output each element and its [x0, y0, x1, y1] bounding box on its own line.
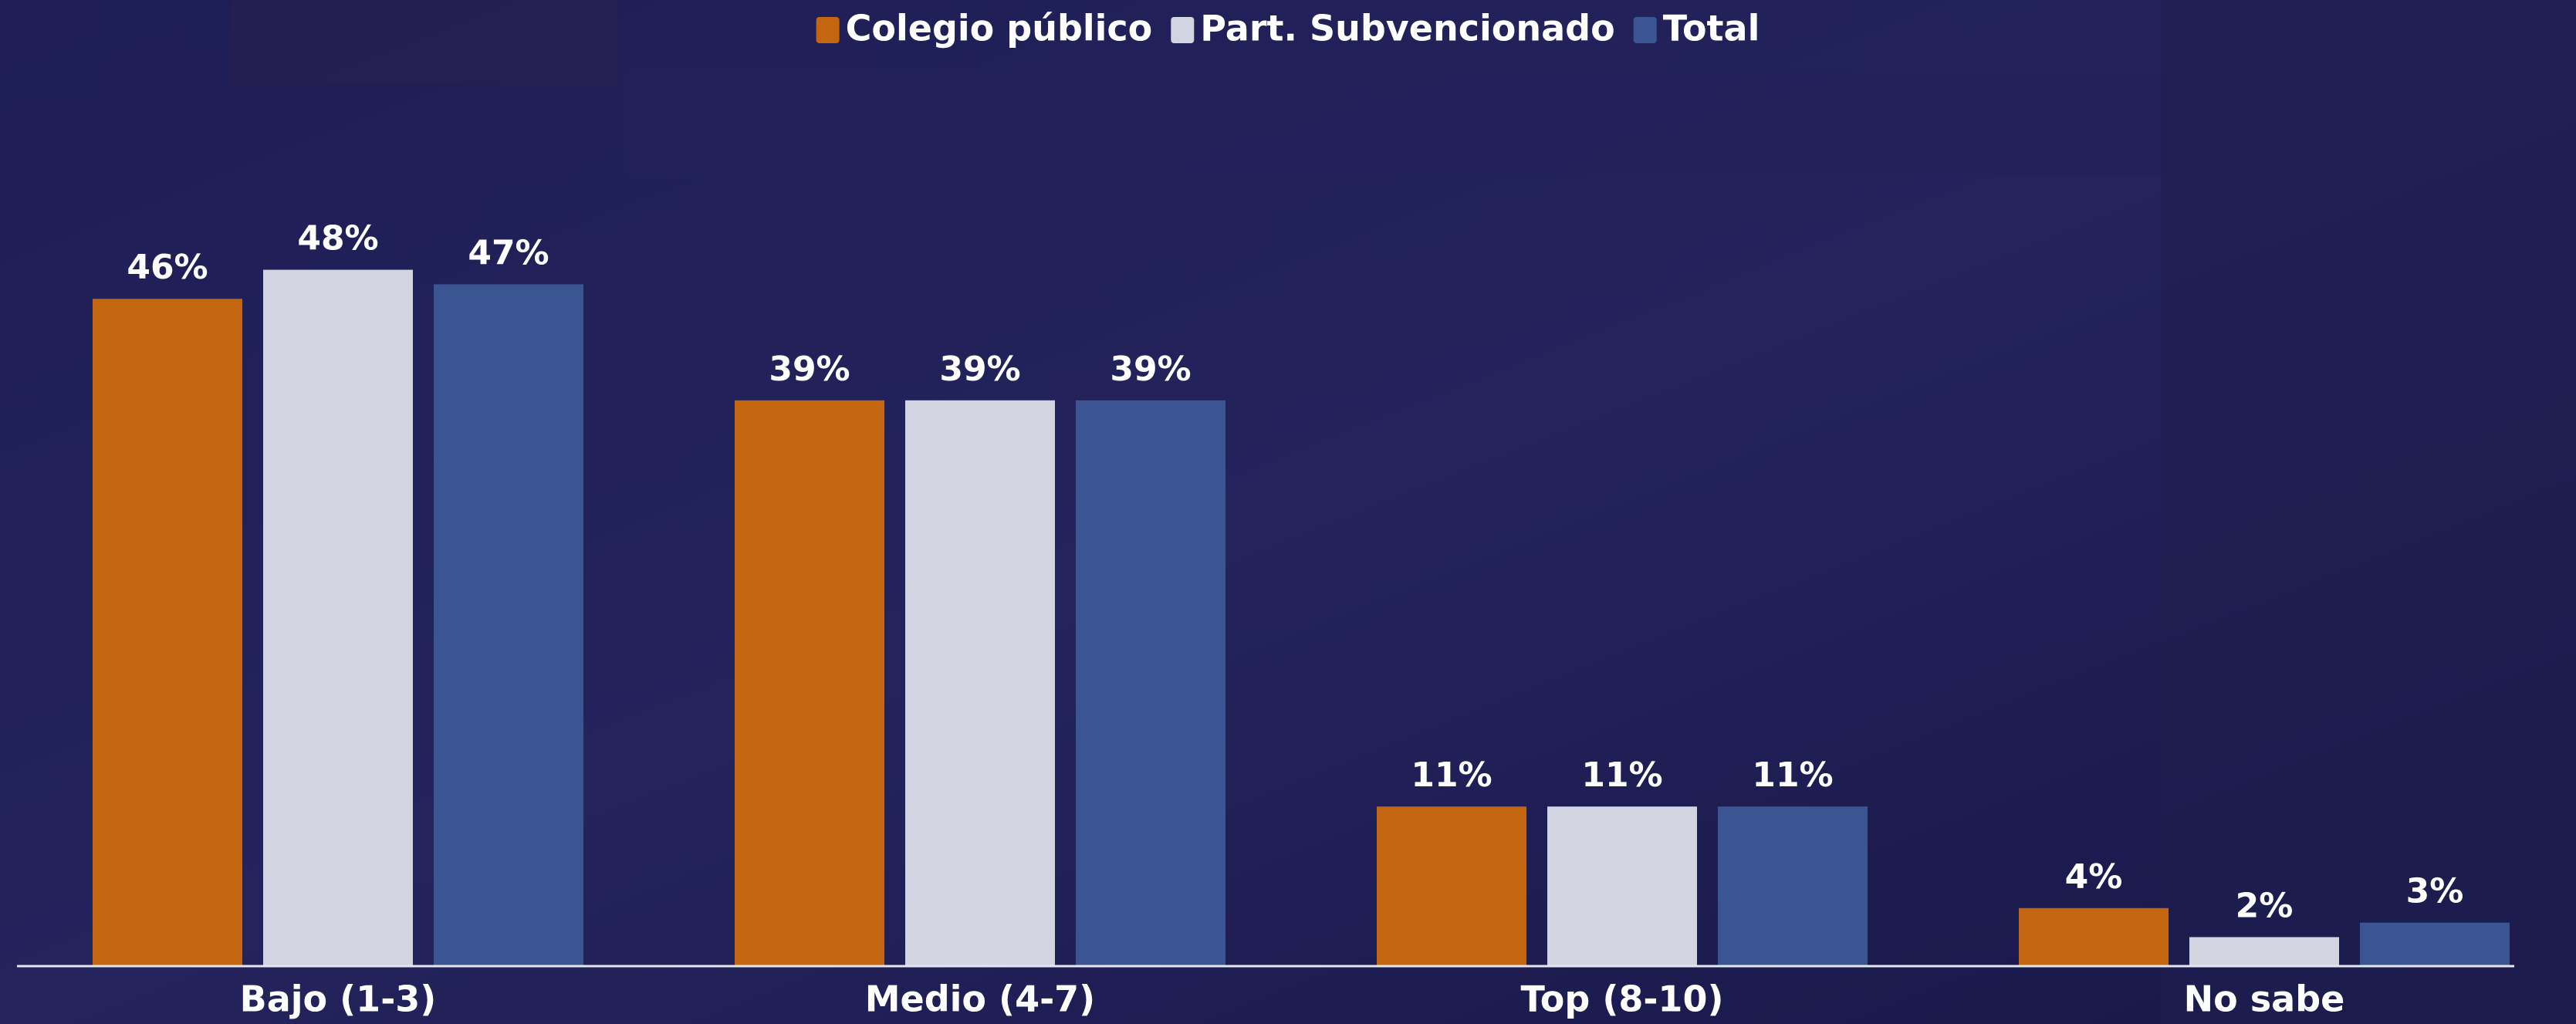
x-tick-label: Medio (4-7): [865, 978, 1095, 1020]
value-label: 48%: [297, 219, 378, 259]
legend-label: Colegio público: [846, 8, 1153, 49]
value-label: 11%: [1411, 755, 1492, 795]
background-shape: [625, 69, 2169, 177]
value-label: 39%: [1110, 350, 1191, 389]
x-tick-label: No sabe: [2184, 978, 2345, 1020]
value-label: 2%: [2236, 886, 2294, 925]
value-label: 46%: [127, 248, 208, 287]
bar: [905, 400, 1055, 966]
legend-label: Part. Subvencionado: [1200, 8, 1614, 49]
bar: [1547, 806, 1697, 966]
value-label: 4%: [2065, 857, 2123, 897]
x-tick-label: Top (8-10): [1521, 978, 1724, 1020]
value-label: 47%: [468, 233, 549, 272]
bar: [1377, 806, 1526, 966]
bar: [735, 400, 884, 966]
legend-swatch: [1634, 17, 1657, 43]
value-label: 11%: [1581, 755, 1662, 795]
legend-swatch: [816, 17, 840, 43]
background-shape: [2161, 0, 2576, 1024]
bar: [1718, 806, 1868, 966]
bar: [434, 284, 583, 966]
x-tick-label: Bajo (1-3): [240, 978, 437, 1020]
bar: [263, 270, 413, 966]
background-shape: [232, 0, 617, 85]
legend-swatch: [1171, 17, 1194, 43]
chart: Colegio públicoPart. SubvencionadoTotal …: [0, 0, 2576, 1024]
legend-label: Total: [1663, 8, 1760, 49]
bar: [1076, 400, 1225, 966]
page: {"chart_data": {"type": "bar", "categori…: [0, 0, 2576, 1024]
value-label: 39%: [939, 350, 1020, 389]
value-label: 11%: [1752, 755, 1833, 795]
bar: [2019, 908, 2169, 966]
value-label: 3%: [2406, 872, 2464, 911]
value-label: 39%: [769, 350, 850, 389]
bar: [2360, 923, 2510, 966]
bar: [2189, 937, 2339, 966]
bar: [93, 299, 242, 966]
